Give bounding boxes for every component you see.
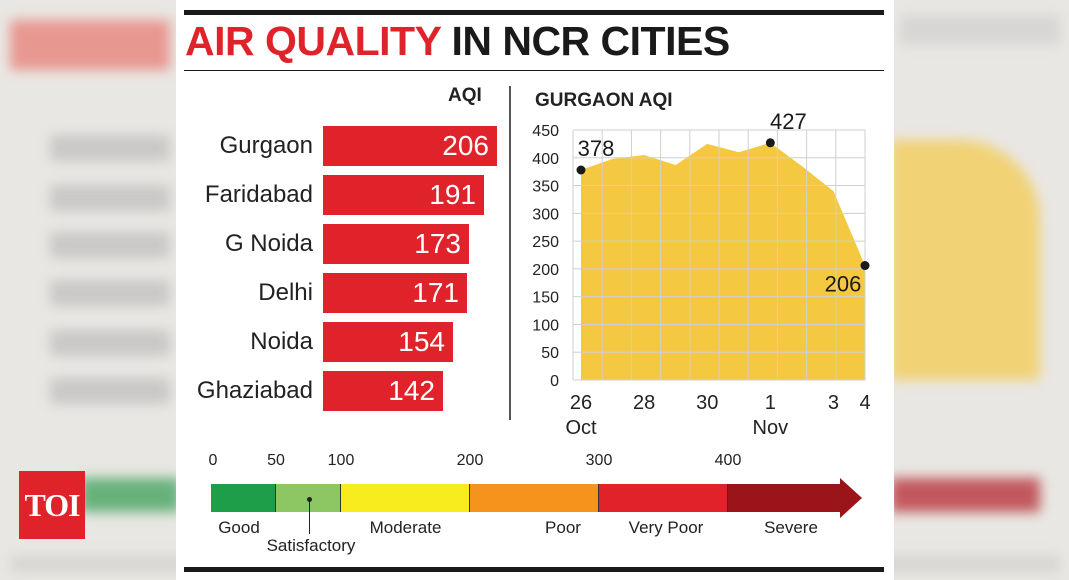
x-tick-label: 30 — [696, 392, 718, 414]
aqi-band-label: Severe — [764, 518, 818, 537]
y-tick-label: 100 — [532, 317, 559, 334]
y-tick-label: 300 — [532, 206, 559, 223]
infographic-card: AIR QUALITY IN NCR CITIES AQI Gurgaon 206 F… — [176, 0, 894, 580]
x-tick-sublabel: Nov — [753, 417, 789, 439]
bar-value-label: 154 — [398, 326, 445, 357]
bg-blur — [50, 135, 170, 161]
chart-divider — [509, 86, 511, 420]
y-tick-label: 250 — [532, 234, 559, 251]
bar-category-label: Gurgaon — [219, 132, 313, 159]
aqi-scale-bar — [211, 478, 871, 518]
bg-blur — [50, 280, 170, 306]
bg-blur — [50, 330, 170, 356]
aqi-band — [341, 484, 470, 512]
x-tick-label: 26 — [570, 392, 592, 414]
bar-category-label: Faridabad — [204, 181, 313, 208]
aqi-scale-tick: 50 — [267, 452, 285, 469]
aqi-scale-tick: 400 — [714, 452, 742, 469]
bar-label-wrap: Delhi — [176, 273, 313, 313]
x-tick-label: 4 — [859, 392, 870, 414]
top-rule — [184, 10, 884, 15]
bg-blur — [50, 185, 170, 211]
bar-label-wrap: Ghaziabad — [176, 371, 313, 411]
toi-logo: TOI — [19, 471, 85, 539]
bar: 173 — [323, 224, 469, 264]
aqi-scale-tick: 0 — [208, 452, 218, 469]
y-tick-label: 200 — [532, 262, 559, 279]
bar-label-wrap: G Noida — [176, 224, 313, 264]
bar: 191 — [323, 175, 484, 215]
bar-category-label: Ghaziabad — [196, 377, 313, 404]
bar-value-label: 173 — [414, 228, 461, 259]
scale-arrowhead — [840, 478, 862, 518]
y-tick-label: 0 — [550, 373, 559, 390]
bar-value-label: 206 — [442, 130, 489, 161]
bar: 142 — [323, 371, 443, 411]
bar-category-label: Delhi — [258, 279, 313, 306]
aqi-band-label: Good — [218, 518, 260, 537]
bottom-rule — [184, 567, 884, 572]
x-tick-label: 1 — [765, 392, 776, 414]
bar-row: Noida 154 — [176, 322, 506, 362]
y-tick-label: 400 — [532, 151, 559, 168]
aqi-band-label: Satisfactory — [266, 536, 356, 555]
y-tick-label: 50 — [541, 345, 559, 362]
bg-blur — [50, 378, 170, 404]
x-tick-label: 28 — [633, 392, 655, 414]
x-tick-label: 3 — [828, 392, 839, 414]
bg-blur — [900, 15, 1060, 45]
bg-blur — [890, 478, 1040, 512]
satisfactory-pointer — [309, 500, 310, 534]
page-title: AIR QUALITY IN NCR CITIES — [185, 18, 730, 65]
bar-value-label: 142 — [388, 375, 435, 406]
data-point-marker — [576, 165, 586, 175]
bg-blur — [80, 478, 180, 512]
title-part-red: AIR QUALITY — [185, 18, 442, 64]
aqi-band — [470, 484, 599, 512]
bar-row: Faridabad 191 — [176, 175, 506, 215]
bar: 206 — [323, 126, 497, 166]
bar: 154 — [323, 322, 453, 362]
aqi-band-label: Poor — [545, 518, 581, 537]
bar-category-label: Noida — [250, 328, 313, 355]
title-part-black: IN NCR CITIES — [451, 18, 730, 64]
bar-label-wrap: Noida — [176, 322, 313, 362]
aqi-band — [728, 484, 840, 512]
data-label: 206 — [825, 272, 862, 297]
bar-value-label: 171 — [412, 277, 459, 308]
x-tick-sublabel: Oct — [565, 417, 597, 439]
area-chart-title: GURGAON AQI — [535, 90, 673, 111]
bg-blur — [10, 20, 170, 70]
y-tick-label: 350 — [532, 179, 559, 196]
data-point-marker — [860, 261, 870, 271]
aqi-band-label: Moderate — [369, 518, 442, 537]
aqi-scale-tick: 200 — [456, 452, 484, 469]
bar-label-wrap: Gurgaon — [176, 126, 313, 166]
bar-row: Delhi 171 — [176, 273, 506, 313]
data-label: 378 — [578, 136, 615, 161]
bar-label-wrap: Faridabad — [176, 175, 313, 215]
series-area — [581, 142, 865, 380]
data-label: 427 — [770, 109, 807, 134]
bar-row: Gurgaon 206 — [176, 126, 506, 166]
satisfactory-marker-dot — [307, 497, 312, 502]
title-rule — [184, 70, 884, 71]
area-chart: 0 50 100 150 200 250 300 350 400 450 26 Oct 28 30 1 Nov… — [532, 109, 870, 439]
data-point-marker — [765, 138, 775, 148]
bg-blur — [50, 232, 170, 258]
y-tick-label: 450 — [532, 123, 559, 140]
bar-category-label: G Noida — [224, 230, 313, 257]
bar: 171 — [323, 273, 467, 313]
aqi-band — [599, 484, 728, 512]
aqi-band — [211, 484, 276, 512]
bar-row: G Noida 173 — [176, 224, 506, 264]
aqi-scale-tick: 100 — [327, 452, 355, 469]
aqi-band-label: Very Poor — [628, 518, 704, 537]
bg-blur — [890, 140, 1040, 380]
y-tick-label: 150 — [532, 290, 559, 307]
bar-chart-header: AQI — [448, 85, 482, 106]
bar-value-label: 191 — [429, 179, 476, 210]
bar-row: Ghaziabad 142 — [176, 371, 506, 411]
aqi-scale-tick: 300 — [585, 452, 613, 469]
